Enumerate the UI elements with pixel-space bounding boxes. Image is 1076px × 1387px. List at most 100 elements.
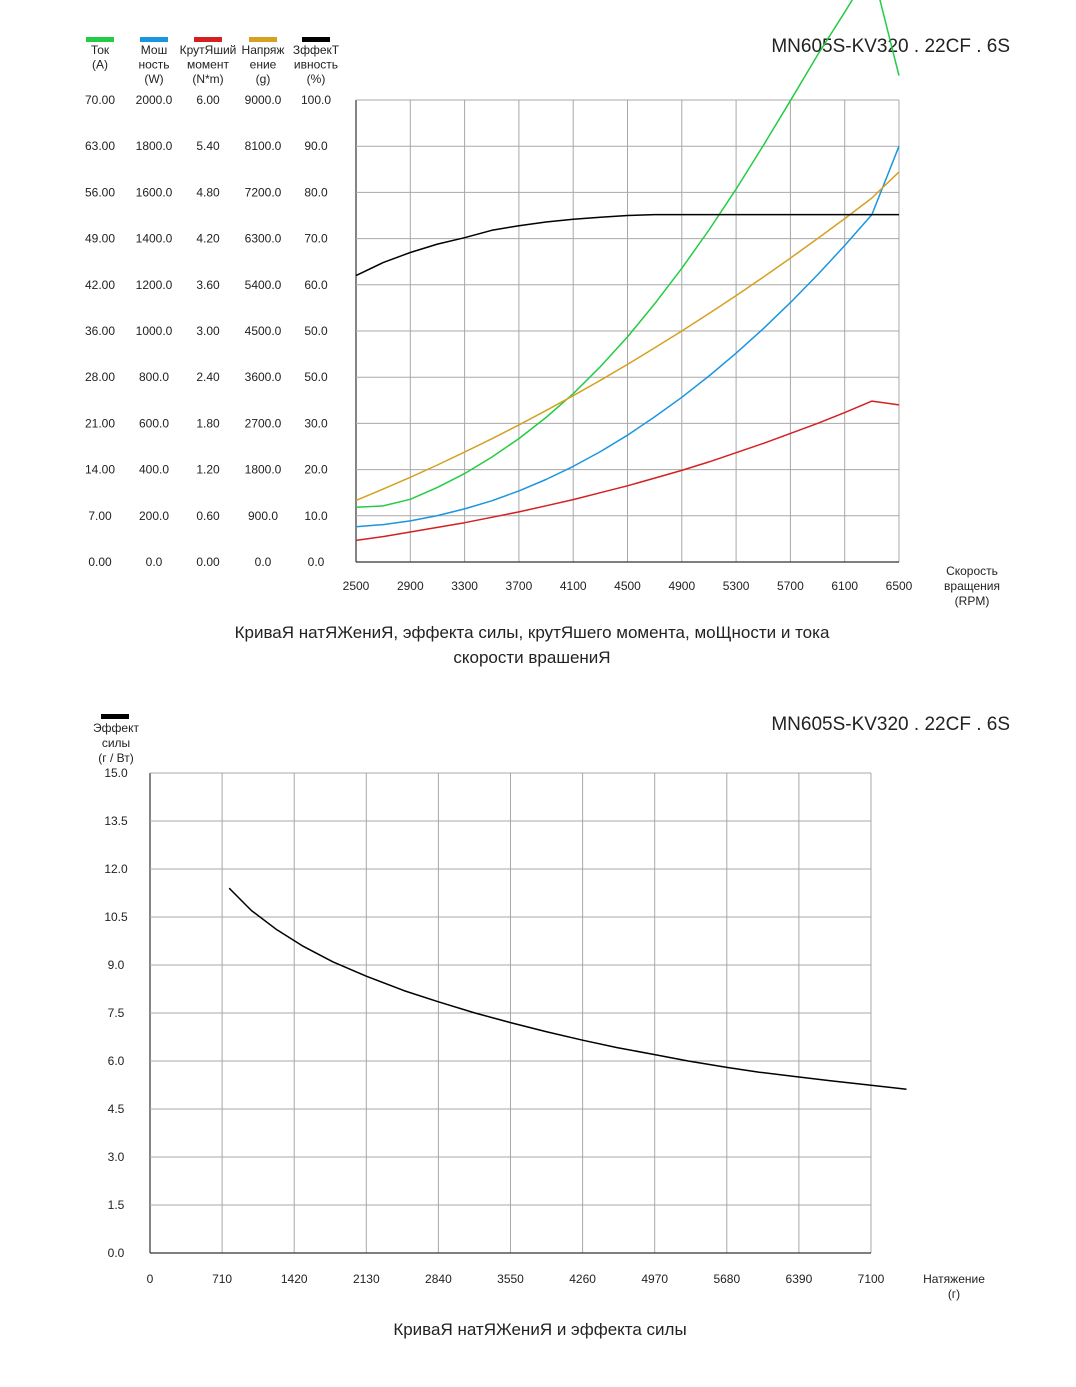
chart-1-y-tick-label-efficiency: 0.0 (308, 555, 325, 569)
chart-1-y-tick-label-power: 0.0 (146, 555, 163, 569)
chart-1-series-torque (355, 400, 900, 542)
chart-1-y-tick-label-power: 800.0 (139, 370, 169, 384)
chart-1-y-tick-label-power: 1400.0 (136, 232, 173, 246)
chart-1-y-tick-label-current: 14.00 (85, 463, 115, 477)
chart-1-model-title: MN605S-KV320 . 22CF . 6S (771, 36, 1010, 57)
chart-2-y-tick-label: 15.0 (104, 766, 128, 780)
chart-2-x-ticks: 0 710 1420 2130 2840 3550 4260 4970 5680 6390 7100 (147, 1272, 885, 1286)
chart-1-y-tick-label-current: 0.00 (88, 555, 112, 569)
chart-1-y-tick-label-torque: 2.40 (196, 370, 220, 384)
chart-1-axis-header-efficiency: ЗффекТ (293, 43, 340, 57)
chart-1-x-tick-label: 3700 (506, 579, 533, 593)
chart-2-y-tick-label: 9.0 (108, 958, 125, 972)
chart-1-y-tick-label-torque: 1.80 (196, 416, 220, 430)
chart-1-legend-swatch-torque (194, 37, 222, 42)
chart-1-y-tick-label-thrust: 0.0 (255, 555, 272, 569)
chart-1-y-tick-label-torque: 6.00 (196, 93, 220, 107)
chart-1-axis-header-torque: момент (187, 58, 229, 72)
chart-2-series-efficiency (228, 887, 907, 1090)
chart-1-y-tick-label-current: 42.00 (85, 278, 115, 292)
chart-1-y-tick-label-power: 1600.0 (136, 185, 173, 199)
chart-1-x-tick-label: 4900 (668, 579, 695, 593)
chart-1-x-ticks: 2500 2900 3300 3700 4100 4500 4900 5300 5700 6100… (343, 579, 913, 593)
chart-1-y-tick-label-power: 2000.0 (136, 93, 173, 107)
chart-1-x-tick-label: 2500 (343, 579, 370, 593)
chart-1-x-tick-label: 6100 (831, 579, 858, 593)
chart-1-y-tick-label-current: 7.00 (88, 509, 112, 523)
chart-1-y-tick-label-thrust: 7200.0 (245, 185, 282, 199)
chart-2: MN605S-KV320 . 22CF . 6S Эффект силы (г … (93, 714, 1010, 1339)
chart-1-y-tick-label-power: 400.0 (139, 463, 169, 477)
chart-1-axis-header-efficiency: ивность (294, 58, 338, 72)
chart-1-axis-header-power: (W) (144, 72, 163, 86)
chart-2-x-tick-label: 4260 (569, 1272, 596, 1286)
chart-1-y-tick-label-torque: 5.40 (196, 139, 220, 153)
chart-1-y-tick-label-thrust: 5400.0 (245, 278, 282, 292)
chart-1-y-tick-label-power: 600.0 (139, 416, 169, 430)
chart-1-caption-line-1: КриваЯ натЯЖениЯ, эффекта силы, крутЯшег… (235, 623, 830, 642)
chart-1-axis-header-thrust: Напряж (242, 43, 285, 57)
chart-1-y-tick-label-torque: 4.20 (196, 232, 220, 246)
chart-1-series-efficiency (355, 213, 899, 277)
chart-1-y-tick-label-thrust: 4500.0 (245, 324, 282, 338)
chart-1-axis-header-thrust: ение (250, 58, 277, 72)
chart-1-y-tick-label-current: 56.00 (85, 185, 115, 199)
chart-1-y-tick-label-thrust: 9000.0 (245, 93, 282, 107)
chart-1-y-tick-label-thrust: 2700.0 (245, 416, 282, 430)
chart-2-y-tick-label: 10.5 (104, 910, 128, 924)
chart-1-y-tick-label-thrust: 3600.0 (245, 370, 282, 384)
chart-1-y-tick-label-efficiency: 20.0 (304, 463, 328, 477)
chart-1-x-tick-label: 3300 (451, 579, 478, 593)
chart-2-y-label-line-2: силы (102, 736, 130, 750)
chart-1-axis-header-efficiency: (%) (307, 72, 326, 86)
chart-1-axis-header-torque: КрутЯший (180, 43, 237, 57)
chart-1-axis-header-current: Ток (91, 43, 110, 57)
chart-1-x-tick-label: 4500 (614, 579, 641, 593)
chart-1-grid (355, 99, 900, 563)
chart-2-x-tick-label: 1420 (281, 1272, 308, 1286)
chart-1-x-tick-label: 4100 (560, 579, 587, 593)
chart-1-axis-header-current: (A) (92, 58, 108, 72)
chart-1-y-tick-label-current: 36.00 (85, 324, 115, 338)
chart-1-y-tick-label-efficiency: 90.0 (304, 139, 328, 153)
chart-2-x-label-line-1: Натяжение (923, 1272, 985, 1286)
chart-2-series (228, 887, 907, 1090)
chart-2-legend-swatch (101, 714, 129, 719)
chart-1-caption-line-2: скорости врашениЯ (453, 648, 610, 667)
chart-2-y-tick-label: 6.0 (108, 1054, 125, 1068)
chart-1-y-tick-label-power: 1000.0 (136, 324, 173, 338)
chart-1-y-tick-label-torque: 0.60 (196, 509, 220, 523)
chart-2-y-ticks: 0.0 1.5 3.0 4.5 6.0 7.5 9.0 10.5 12.0 13.5 15.0 (104, 766, 128, 1260)
chart-1-y-tick-label-efficiency: 60.0 (304, 278, 328, 292)
chart-1-legend-swatch-efficiency (302, 37, 330, 42)
chart-1-y-tick-label-efficiency: 100.0 (301, 93, 331, 107)
chart-2-y-tick-label: 13.5 (104, 814, 128, 828)
chart-2-x-tick-label: 6390 (786, 1272, 813, 1286)
chart-1-x-tick-label: 6500 (886, 579, 913, 593)
chart-2-y-tick-label: 4.5 (108, 1102, 125, 1116)
chart-1-y-tick-label-efficiency: 10.0 (304, 509, 328, 523)
chart-1-x-label-line-1: Скорость (946, 564, 998, 578)
chart-2-x-tick-label: 5680 (713, 1272, 740, 1286)
chart-1-series-current (355, 0, 900, 508)
chart-2-y-tick-label: 7.5 (108, 1006, 125, 1020)
chart-1-y-tick-label-current: 63.00 (85, 139, 115, 153)
chart-1-y-tick-label-current: 49.00 (85, 232, 115, 246)
chart-1-y-tick-label-thrust: 1800.0 (245, 463, 282, 477)
chart-1: MN605S-KV320 . 22CF . 6S Ток(A) 0.00 7.00 1… (85, 0, 1010, 667)
chart-2-x-tick-label: 2840 (425, 1272, 452, 1286)
chart-2-y-label-line-3: (г / Вт) (98, 751, 133, 765)
chart-1-x-tick-label: 5300 (723, 579, 750, 593)
chart-1-y-tick-label-efficiency: 80.0 (304, 185, 328, 199)
chart-1-y-tick-label-current: 21.00 (85, 416, 115, 430)
chart-2-y-tick-label: 3.0 (108, 1150, 125, 1164)
chart-2-caption: КриваЯ натЯЖениЯ и эффекта силы (393, 1320, 686, 1339)
chart-1-x-label-line-2: вращения (944, 579, 1000, 593)
chart-1-series (355, 0, 900, 542)
chart-2-x-tick-label: 0 (147, 1272, 154, 1286)
chart-1-axis-header-power: ность (138, 58, 169, 72)
chart-2-x-tick-label: 4970 (641, 1272, 668, 1286)
chart-1-y-tick-label-efficiency: 70.0 (304, 232, 328, 246)
chart-1-x-tick-label: 5700 (777, 579, 804, 593)
